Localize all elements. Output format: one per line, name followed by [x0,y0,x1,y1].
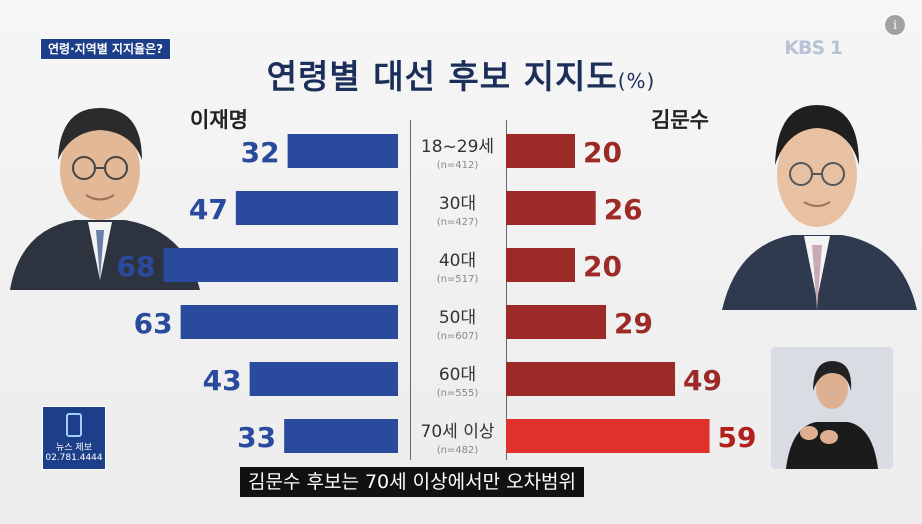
chart-title-text: 연령별 대선 후보 지지도 [266,57,618,96]
value-label-3-right: 20 [583,250,622,283]
category-label-5: 60대 [439,365,476,385]
chart-title: 연령별 대선 후보 지지도(%) [0,50,922,98]
category-label-6: 70세 이상 [421,422,495,442]
category-label-3: 40대 [439,251,476,271]
category-label-1: 18~29세 [421,137,494,157]
sample-size-label-4: (n=607) [437,331,479,342]
bar-2-right [506,191,596,225]
candidate-right-portrait [722,105,917,310]
bar-4-right [506,305,607,339]
series-label-left: 이재명 [190,108,248,132]
value-label-4-right: 29 [614,307,653,340]
bar-1-left [287,134,398,168]
series-label-right: 김문수 [651,108,709,132]
broadcaster-logo: KBS 1 [784,37,843,59]
subtitle-caption: 김문수 후보는 70세 이상에서만 오차범위 [240,467,585,497]
chart-title-unit: (%) [617,69,656,93]
value-label-2-left: 47 [189,193,228,226]
news-tip-label: 뉴스 제보 [56,443,92,453]
sample-size-label-6: (n=482) [437,445,479,456]
bar-2-left [235,191,398,225]
bar-3-left [163,248,398,282]
bar-4-left [180,305,398,339]
sign-language-interpreter [771,347,893,469]
category-label-4: 50대 [439,308,476,328]
info-icon[interactable]: i [884,14,906,36]
value-label-5-left: 43 [203,364,242,397]
bar-5-right [506,362,676,396]
value-label-1-right: 20 [583,136,622,169]
topic-tag: 연령·지역별 지지율은? [40,38,172,60]
category-column-divider [410,120,507,460]
sample-size-label-2: (n=427) [437,217,479,228]
sample-size-label-3: (n=517) [437,274,479,285]
interpreter-icon [786,361,878,469]
bar-6-left [284,419,398,453]
bar-1-right [506,134,575,168]
value-label-3-left: 68 [116,250,155,283]
bar-5-left [249,362,398,396]
news-tip-box[interactable]: 뉴스 제보 02.781.4444 [42,406,106,470]
bar-6-right [506,419,710,453]
bar-3-right [506,248,575,282]
value-label-2-right: 26 [604,193,643,226]
value-label-6-right: 59 [718,421,757,454]
candidate-left-portrait [10,108,200,290]
value-label-6-left: 33 [237,421,276,454]
value-label-4-left: 63 [134,307,173,340]
sample-size-label-1: (n=412) [437,160,479,171]
phone-icon [66,413,82,437]
news-tip-phone: 02.781.4444 [45,453,103,463]
category-label-2: 30대 [439,194,476,214]
sample-size-label-5: (n=555) [437,388,479,399]
value-label-5-right: 49 [683,364,722,397]
value-label-1-left: 32 [241,136,280,169]
